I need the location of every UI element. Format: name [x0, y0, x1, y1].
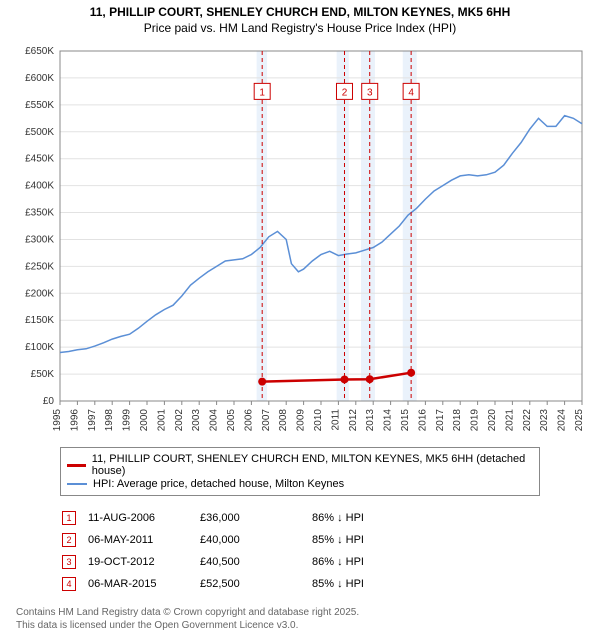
svg-text:£500K: £500K [25, 127, 54, 138]
transaction-marker: 3 [62, 555, 76, 569]
svg-text:2009: 2009 [296, 409, 307, 432]
svg-text:2025: 2025 [574, 409, 585, 432]
svg-text:2023: 2023 [539, 409, 550, 432]
transaction-date: 06-MAR-2015 [88, 574, 198, 594]
legend-swatch-price [67, 464, 86, 467]
svg-text:1: 1 [259, 87, 265, 98]
svg-text:2: 2 [342, 87, 348, 98]
svg-text:£100K: £100K [25, 342, 54, 353]
footer-line2: This data is licensed under the Open Gov… [16, 619, 592, 632]
transactions-table: 111-AUG-2006£36,00086% ↓ HPI206-MAY-2011… [60, 506, 376, 596]
transaction-delta: 86% ↓ HPI [312, 552, 374, 572]
transaction-price: £40,500 [200, 552, 310, 572]
chart-title-line1: 11, PHILLIP COURT, SHENLEY CHURCH END, M… [8, 5, 592, 19]
svg-text:1996: 1996 [69, 409, 80, 432]
legend-label-hpi: HPI: Average price, detached house, Milt… [93, 478, 344, 490]
footer-attribution: Contains HM Land Registry data © Crown c… [16, 606, 592, 632]
svg-text:2008: 2008 [278, 409, 289, 432]
transaction-date: 11-AUG-2006 [88, 508, 198, 528]
transaction-price: £40,000 [200, 530, 310, 550]
svg-text:£50K: £50K [31, 369, 55, 380]
transaction-date: 19-OCT-2012 [88, 552, 198, 572]
svg-text:2016: 2016 [417, 409, 428, 432]
svg-text:2020: 2020 [487, 409, 498, 432]
svg-text:2006: 2006 [243, 409, 254, 432]
svg-text:2012: 2012 [348, 409, 359, 432]
svg-text:1999: 1999 [122, 409, 133, 432]
svg-text:2004: 2004 [209, 409, 220, 432]
svg-text:£0: £0 [43, 396, 55, 407]
svg-text:1997: 1997 [87, 409, 98, 432]
svg-text:£300K: £300K [25, 234, 54, 245]
chart-legend: 11, PHILLIP COURT, SHENLEY CHURCH END, M… [60, 447, 540, 496]
svg-text:£350K: £350K [25, 208, 54, 219]
transaction-row: 4 06-MAR-2015£52,50085% ↓ HPI [62, 574, 374, 594]
svg-text:2017: 2017 [435, 409, 446, 432]
svg-text:£400K: £400K [25, 181, 54, 192]
legend-label-price: 11, PHILLIP COURT, SHENLEY CHURCH END, M… [92, 453, 533, 477]
transaction-price: £36,000 [200, 508, 310, 528]
chart-title-line2: Price paid vs. HM Land Registry's House … [8, 21, 592, 35]
svg-text:£150K: £150K [25, 315, 54, 326]
legend-item-hpi: HPI: Average price, detached house, Milt… [67, 478, 533, 490]
transaction-delta: 85% ↓ HPI [312, 574, 374, 594]
transaction-price: £52,500 [200, 574, 310, 594]
svg-text:£250K: £250K [25, 261, 54, 272]
svg-text:2001: 2001 [156, 409, 167, 432]
footer-line1: Contains HM Land Registry data © Crown c… [16, 606, 592, 619]
svg-text:2018: 2018 [452, 409, 463, 432]
legend-swatch-hpi [67, 483, 87, 485]
svg-text:1998: 1998 [104, 409, 115, 432]
transaction-marker: 2 [62, 533, 76, 547]
svg-text:2022: 2022 [522, 409, 533, 432]
svg-text:2021: 2021 [504, 409, 515, 432]
transaction-date: 06-MAY-2011 [88, 530, 198, 550]
svg-text:£650K: £650K [25, 46, 54, 57]
legend-item-price: 11, PHILLIP COURT, SHENLEY CHURCH END, M… [67, 453, 533, 477]
svg-text:2002: 2002 [174, 409, 185, 432]
svg-text:2003: 2003 [191, 409, 202, 432]
svg-text:£600K: £600K [25, 73, 54, 84]
svg-text:2024: 2024 [557, 409, 568, 432]
transaction-delta: 86% ↓ HPI [312, 508, 374, 528]
transaction-marker: 4 [62, 577, 76, 591]
svg-text:2000: 2000 [139, 409, 150, 432]
svg-text:2019: 2019 [470, 409, 481, 432]
svg-text:2010: 2010 [313, 409, 324, 432]
transaction-row: 1 11-AUG-2006£36,00086% ↓ HPI [62, 508, 374, 528]
svg-text:2007: 2007 [261, 409, 272, 432]
transaction-row: 3 19-OCT-2012£40,50086% ↓ HPI [62, 552, 374, 572]
svg-text:2013: 2013 [365, 409, 376, 432]
svg-text:4: 4 [408, 87, 414, 98]
transaction-row: 2 06-MAY-2011£40,00085% ↓ HPI [62, 530, 374, 550]
svg-text:2005: 2005 [226, 409, 237, 432]
transaction-marker: 1 [62, 511, 76, 525]
svg-text:£550K: £550K [25, 100, 54, 111]
transaction-delta: 85% ↓ HPI [312, 530, 374, 550]
svg-text:£200K: £200K [25, 288, 54, 299]
svg-text:1995: 1995 [52, 409, 63, 432]
svg-text:2011: 2011 [330, 409, 341, 431]
svg-text:£450K: £450K [25, 154, 54, 165]
price-chart: £0 £50K £100K £150K £200K £250K £300K £350K £400… [8, 41, 592, 441]
svg-text:3: 3 [367, 87, 373, 98]
svg-text:2015: 2015 [400, 409, 411, 432]
svg-text:2014: 2014 [383, 409, 394, 432]
